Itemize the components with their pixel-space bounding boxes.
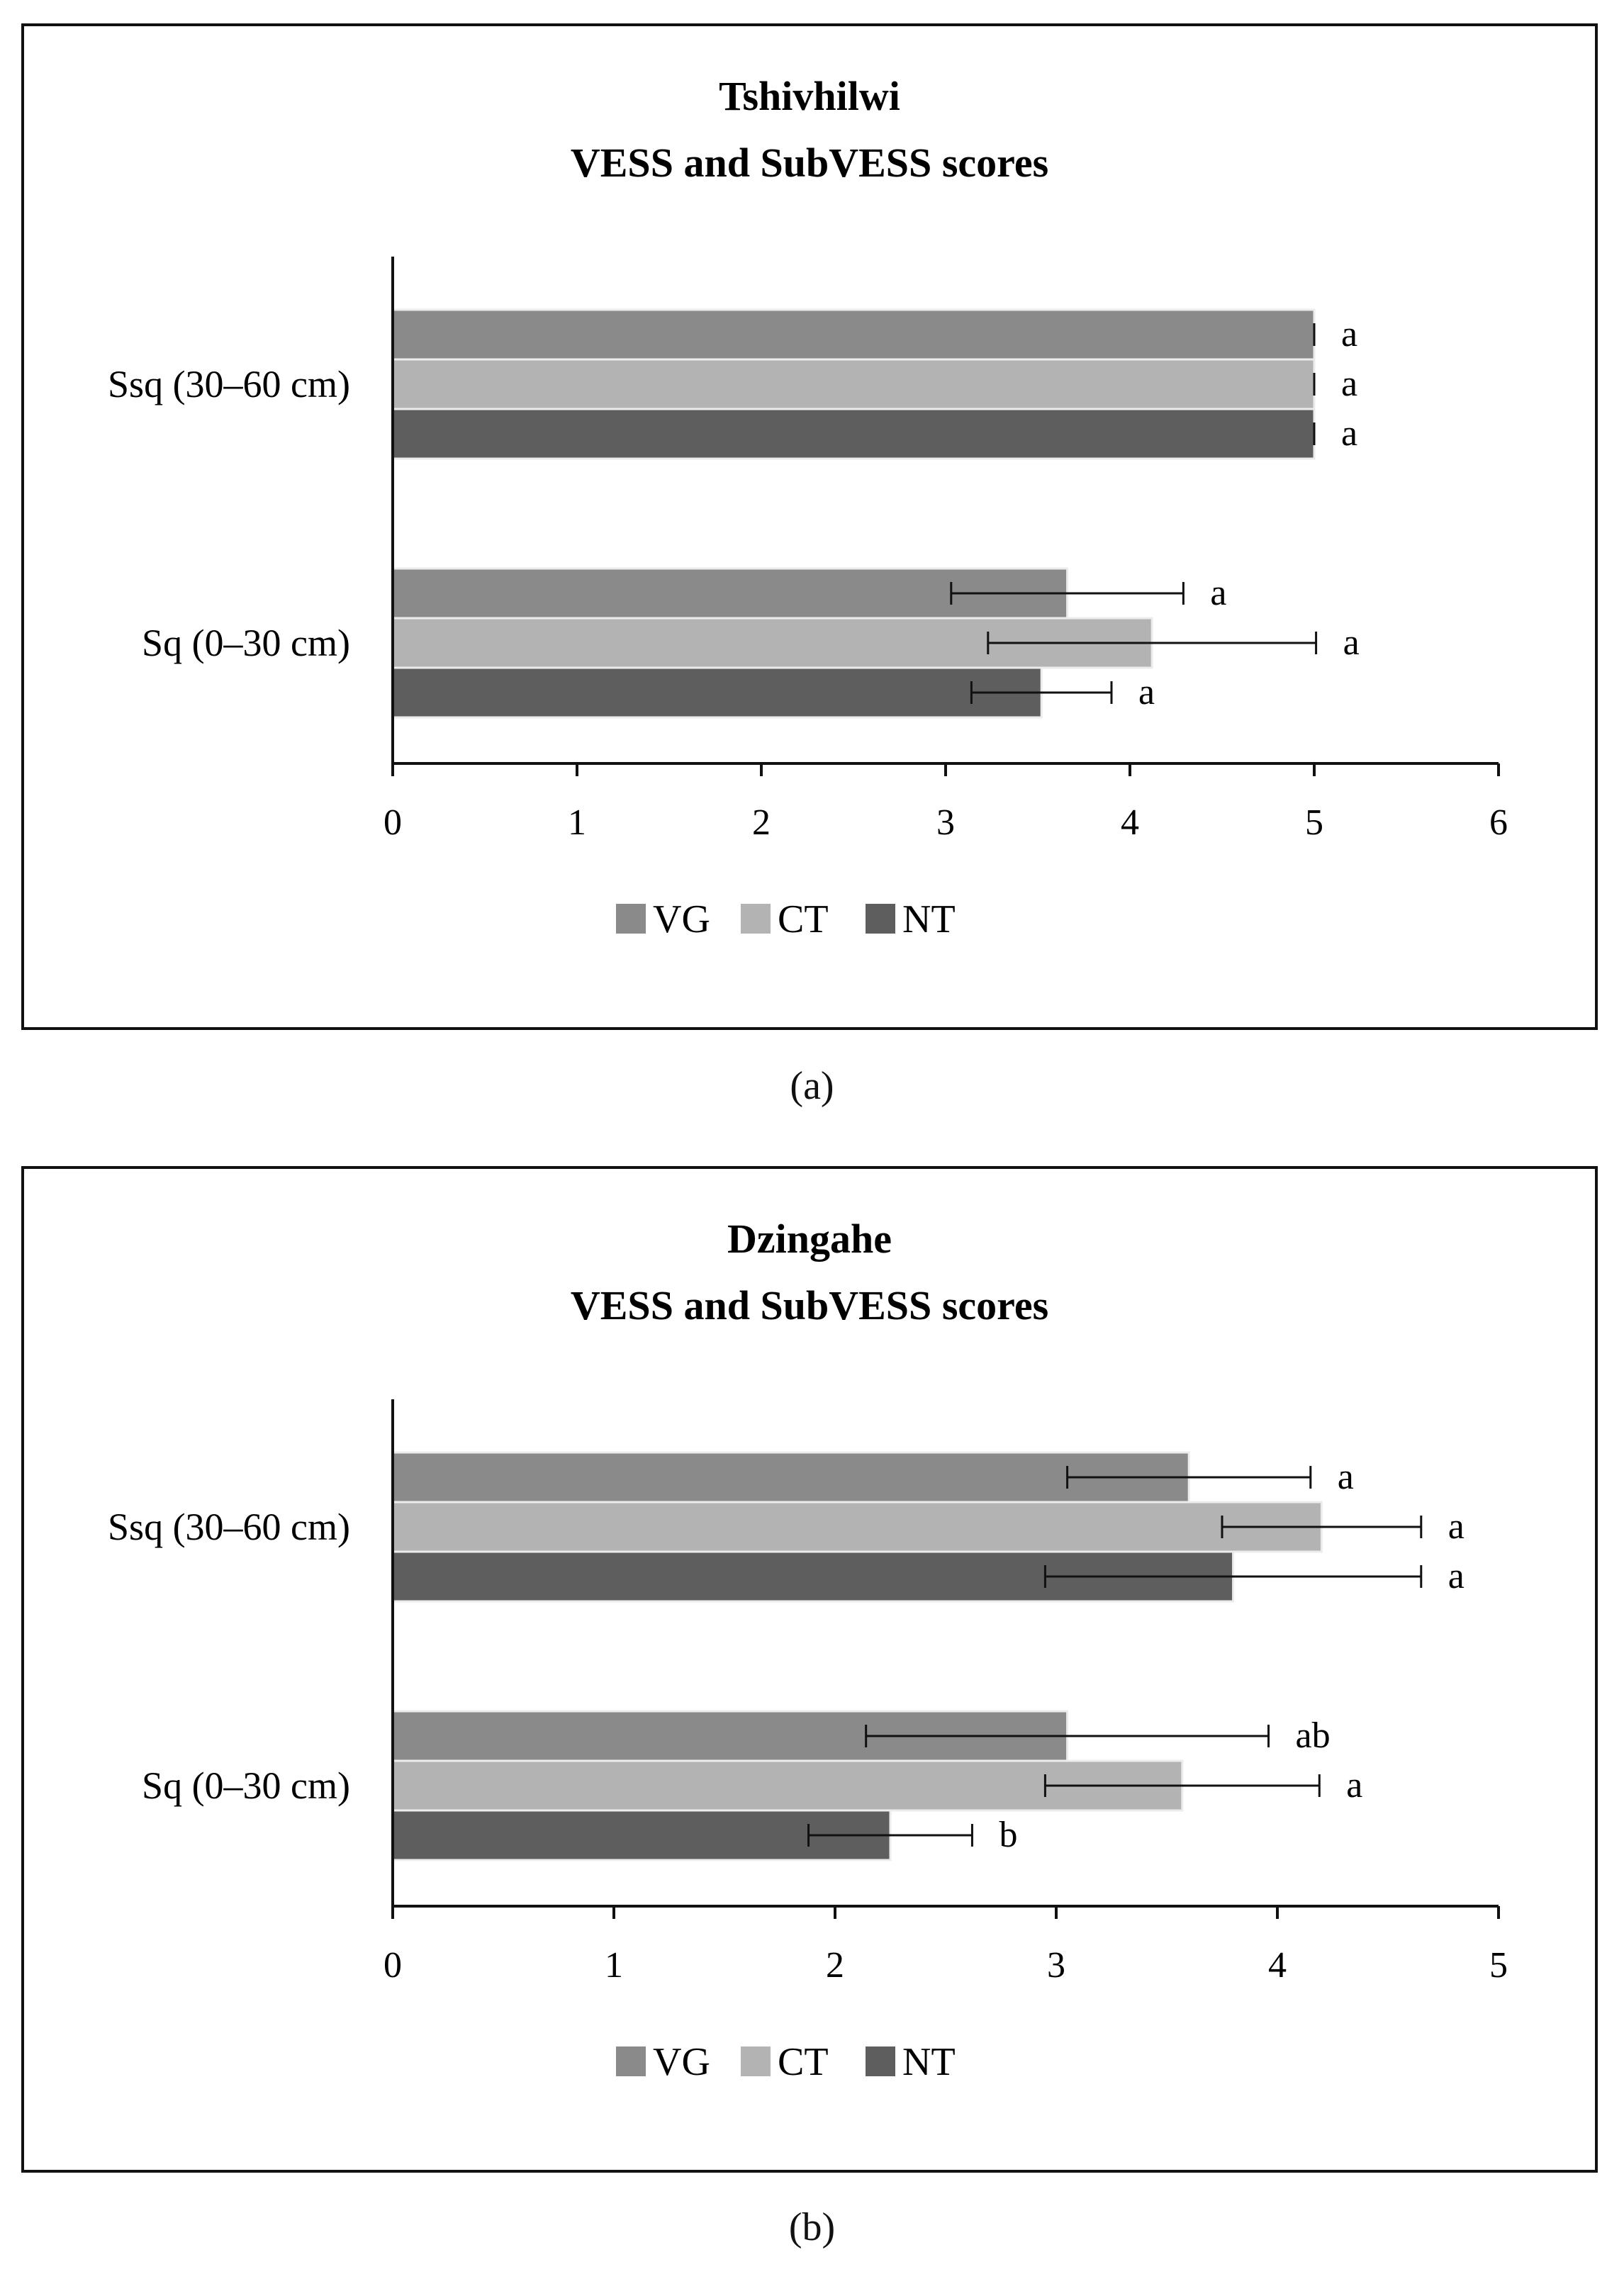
legend-label-ct: CT bbox=[778, 897, 829, 941]
x-tick-label: 1 bbox=[568, 802, 586, 843]
x-tick-label: 0 bbox=[383, 1945, 402, 1986]
bar-ct-0 bbox=[391, 1501, 1323, 1553]
legend-swatch-vg bbox=[616, 2046, 646, 2076]
bar-nt-1 bbox=[391, 1809, 892, 1861]
panel-label-a: (a) bbox=[790, 1064, 834, 1108]
legend-swatch-nt bbox=[866, 2046, 895, 2076]
legend-swatch-nt bbox=[866, 904, 895, 934]
chart-panel-a: Tshivhilwi VESS and SubVESS scores a a a Ssq … bbox=[21, 23, 1598, 1030]
legend-swatch-ct bbox=[741, 2046, 771, 2076]
significance-letter: a bbox=[1346, 1765, 1362, 1805]
legend-swatch-ct bbox=[741, 904, 771, 934]
chart-subtitle: VESS and SubVESS scores bbox=[571, 1282, 1048, 1328]
chart-title: Tshivhilwi bbox=[719, 73, 900, 119]
bar-vg-0 bbox=[391, 308, 1316, 361]
significance-letter: a bbox=[1341, 314, 1357, 354]
x-tick-label: 2 bbox=[826, 1945, 844, 1986]
x-tick-label: 2 bbox=[752, 802, 771, 843]
category-label: Ssq (30–60 cm) bbox=[108, 1506, 350, 1548]
x-tick-label: 4 bbox=[1121, 802, 1139, 843]
significance-letter: a bbox=[1341, 413, 1357, 454]
legend-label-nt: NT bbox=[902, 897, 956, 941]
chart-title: Dzingahe bbox=[727, 1216, 892, 1262]
x-tick-label: 3 bbox=[936, 802, 955, 843]
legend-label-vg: VG bbox=[653, 897, 710, 941]
significance-letter: a bbox=[1210, 573, 1226, 613]
bar-ct-0 bbox=[391, 358, 1316, 410]
significance-letter: a bbox=[1138, 672, 1155, 712]
chart-panel-b: Dzingahe VESS and SubVESS scores a a a Ssq (3… bbox=[21, 1166, 1598, 2173]
significance-letter: b bbox=[999, 1815, 1017, 1855]
x-tick-label: 5 bbox=[1489, 1945, 1508, 1986]
bar-vg-0 bbox=[391, 1451, 1190, 1504]
bar-nt-0 bbox=[391, 408, 1316, 460]
x-tick-label: 6 bbox=[1489, 802, 1508, 843]
significance-letter: a bbox=[1448, 1506, 1465, 1547]
chart-subtitle: VESS and SubVESS scores bbox=[571, 140, 1048, 186]
category-label: Sq (0–30 cm) bbox=[142, 622, 350, 664]
significance-letter: a bbox=[1448, 1556, 1465, 1596]
x-tick-label: 5 bbox=[1305, 802, 1323, 843]
legend-swatch-vg bbox=[616, 904, 646, 934]
legend-label-vg: VG bbox=[653, 2040, 710, 2084]
significance-letter: a bbox=[1341, 364, 1357, 404]
panel-label-b: (b) bbox=[788, 2205, 836, 2249]
legend-label-ct: CT bbox=[778, 2040, 829, 2084]
significance-letter: ab bbox=[1296, 1715, 1331, 1756]
x-tick-label: 1 bbox=[605, 1945, 623, 1986]
x-tick-label: 0 bbox=[383, 802, 402, 843]
category-label: Ssq (30–60 cm) bbox=[108, 363, 350, 405]
x-tick-label: 3 bbox=[1047, 1945, 1065, 1986]
bar-nt-1 bbox=[391, 666, 1043, 719]
significance-letter: a bbox=[1343, 622, 1360, 663]
legend-label-nt: NT bbox=[902, 2040, 956, 2084]
category-label: Sq (0–30 cm) bbox=[142, 1764, 350, 1807]
x-tick-label: 4 bbox=[1268, 1945, 1287, 1986]
significance-letter: a bbox=[1338, 1457, 1354, 1497]
